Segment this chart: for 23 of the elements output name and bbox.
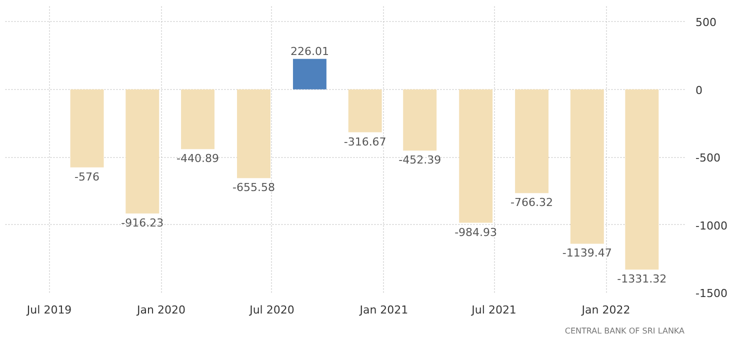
x-tick-label: Jul 2021 bbox=[470, 304, 516, 316]
data-label: -440.89 bbox=[176, 152, 219, 166]
data-label: -1331.32 bbox=[617, 272, 667, 286]
data-label: 226.01 bbox=[290, 44, 329, 58]
data-label: -452.39 bbox=[398, 154, 442, 167]
x-tick-label: Jul 2019 bbox=[26, 304, 72, 316]
x-tick-label: Jan 2022 bbox=[580, 304, 630, 316]
data-label: -316.67 bbox=[344, 135, 386, 148]
data-label: -655.58 bbox=[232, 181, 275, 194]
x-tick-label: Jul 2020 bbox=[248, 304, 294, 316]
y-tick-label: 500 bbox=[696, 16, 716, 30]
data-label: -1139.47 bbox=[562, 246, 612, 260]
x-tick-label: Jan 2021 bbox=[358, 304, 408, 316]
text: CENTRAL BANK OF SRI LANKA bbox=[564, 326, 686, 336]
y-tick-label: -1000 bbox=[696, 219, 728, 232]
y-tick-label: -500 bbox=[696, 152, 720, 165]
x-tick-label: Jan 2020 bbox=[136, 304, 186, 316]
data-label: -916.23 bbox=[121, 216, 164, 230]
data-label: -766.32 bbox=[510, 196, 554, 210]
y-tick-label: -1500 bbox=[696, 287, 728, 300]
data-label: -984.93 bbox=[454, 226, 498, 239]
data-label: -576 bbox=[74, 170, 100, 184]
y-tick-label: 0 bbox=[696, 84, 702, 97]
